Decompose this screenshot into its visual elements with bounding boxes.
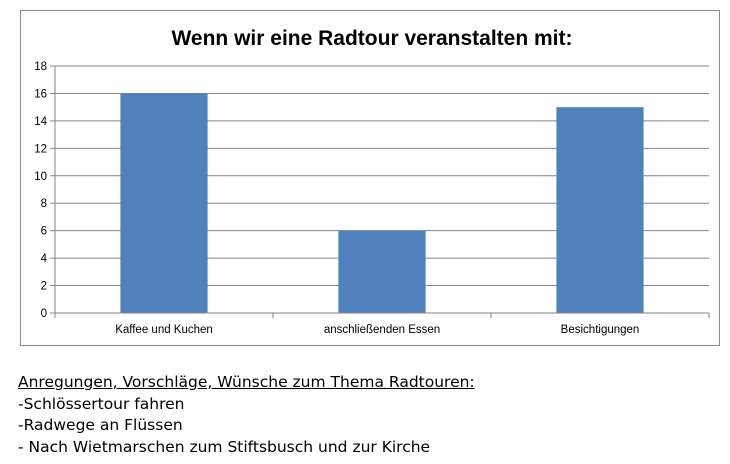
y-tick-label: 4	[41, 253, 48, 265]
chart-title: Wenn wir eine Radtour veranstalten mit:	[171, 27, 572, 50]
bar-chart: Wenn wir eine Radtour veranstalten mit: …	[34, 27, 710, 336]
x-category-label: anschließenden Essen	[324, 324, 440, 336]
y-tick-label: 6	[41, 226, 47, 238]
y-tick-label: 14	[34, 116, 47, 128]
labels: 0 2 4 6 8 10 12 14 16 18 Kaffee und Kuchen anschlie…	[34, 61, 639, 336]
bar	[556, 107, 644, 314]
y-tick-label: 16	[34, 88, 47, 100]
y-tick-label: 2	[41, 281, 47, 293]
y-tick-label: 0	[41, 308, 47, 320]
y-tick-label: 18	[34, 61, 47, 73]
notes-item-1: -Schlössertour fahren	[18, 394, 185, 413]
bars	[120, 93, 644, 314]
bar	[120, 93, 208, 313]
notes-section: Anregungen, Vorschläge, Wünsche zum Them…	[18, 372, 475, 458]
x-category-label: Kaffee und Kuchen	[115, 324, 213, 336]
axes	[50, 65, 710, 318]
y-tick-label: 12	[34, 143, 47, 155]
chart-container: Wenn wir eine Radtour veranstalten mit: …	[20, 10, 720, 346]
y-tick-label: 10	[34, 171, 47, 183]
x-category-label: Besichtigungen	[561, 324, 640, 336]
y-tick-label: 8	[41, 198, 47, 210]
bar	[338, 230, 426, 313]
notes-item-3: - Nach Wietmarschen zum Stiftsbusch und …	[18, 437, 431, 456]
notes-heading: Anregungen, Vorschläge, Wünsche zum Them…	[18, 373, 475, 391]
notes-item-2: -Radwege an Flüssen	[18, 416, 183, 434]
